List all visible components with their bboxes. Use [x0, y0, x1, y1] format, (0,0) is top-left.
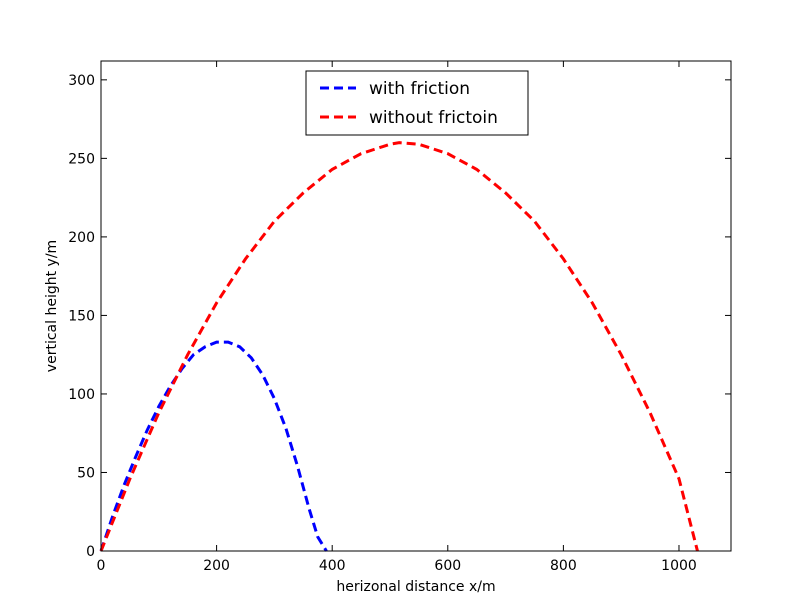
ticks-layer: 0 200 400 600 800 1000 0 50 100 150 200 250 300 — [68, 61, 731, 574]
series-line-with-friction — [99, 340, 328, 552]
series-line-without-friction — [99, 141, 699, 552]
y-tick-label: 50 — [77, 465, 95, 481]
y-axis-label: vertical height y/m — [44, 240, 60, 372]
x-axis-label: herizonal distance x/m — [336, 579, 495, 595]
y-tick-label: 300 — [68, 73, 95, 89]
legend-box — [305, 70, 529, 136]
legend-label: without frictoin — [369, 108, 498, 128]
y-tick-label: 250 — [68, 151, 95, 167]
legend: with friction without frictoin — [305, 70, 529, 136]
x-tick-label: 0 — [97, 558, 106, 574]
x-tick-label: 600 — [434, 558, 461, 574]
legend-label: with friction — [369, 79, 470, 99]
y-tick-label: 150 — [68, 308, 95, 324]
x-tick-label: 800 — [550, 558, 577, 574]
x-tick-label: 1000 — [661, 558, 697, 574]
x-tick-label: 400 — [319, 558, 346, 574]
y-tick-label: 100 — [68, 387, 95, 403]
x-tick-label: 200 — [203, 558, 230, 574]
series-layer — [99, 141, 699, 552]
plot-frame — [100, 60, 732, 552]
y-tick-label: 200 — [68, 230, 95, 246]
y-tick-label: 0 — [86, 544, 95, 560]
